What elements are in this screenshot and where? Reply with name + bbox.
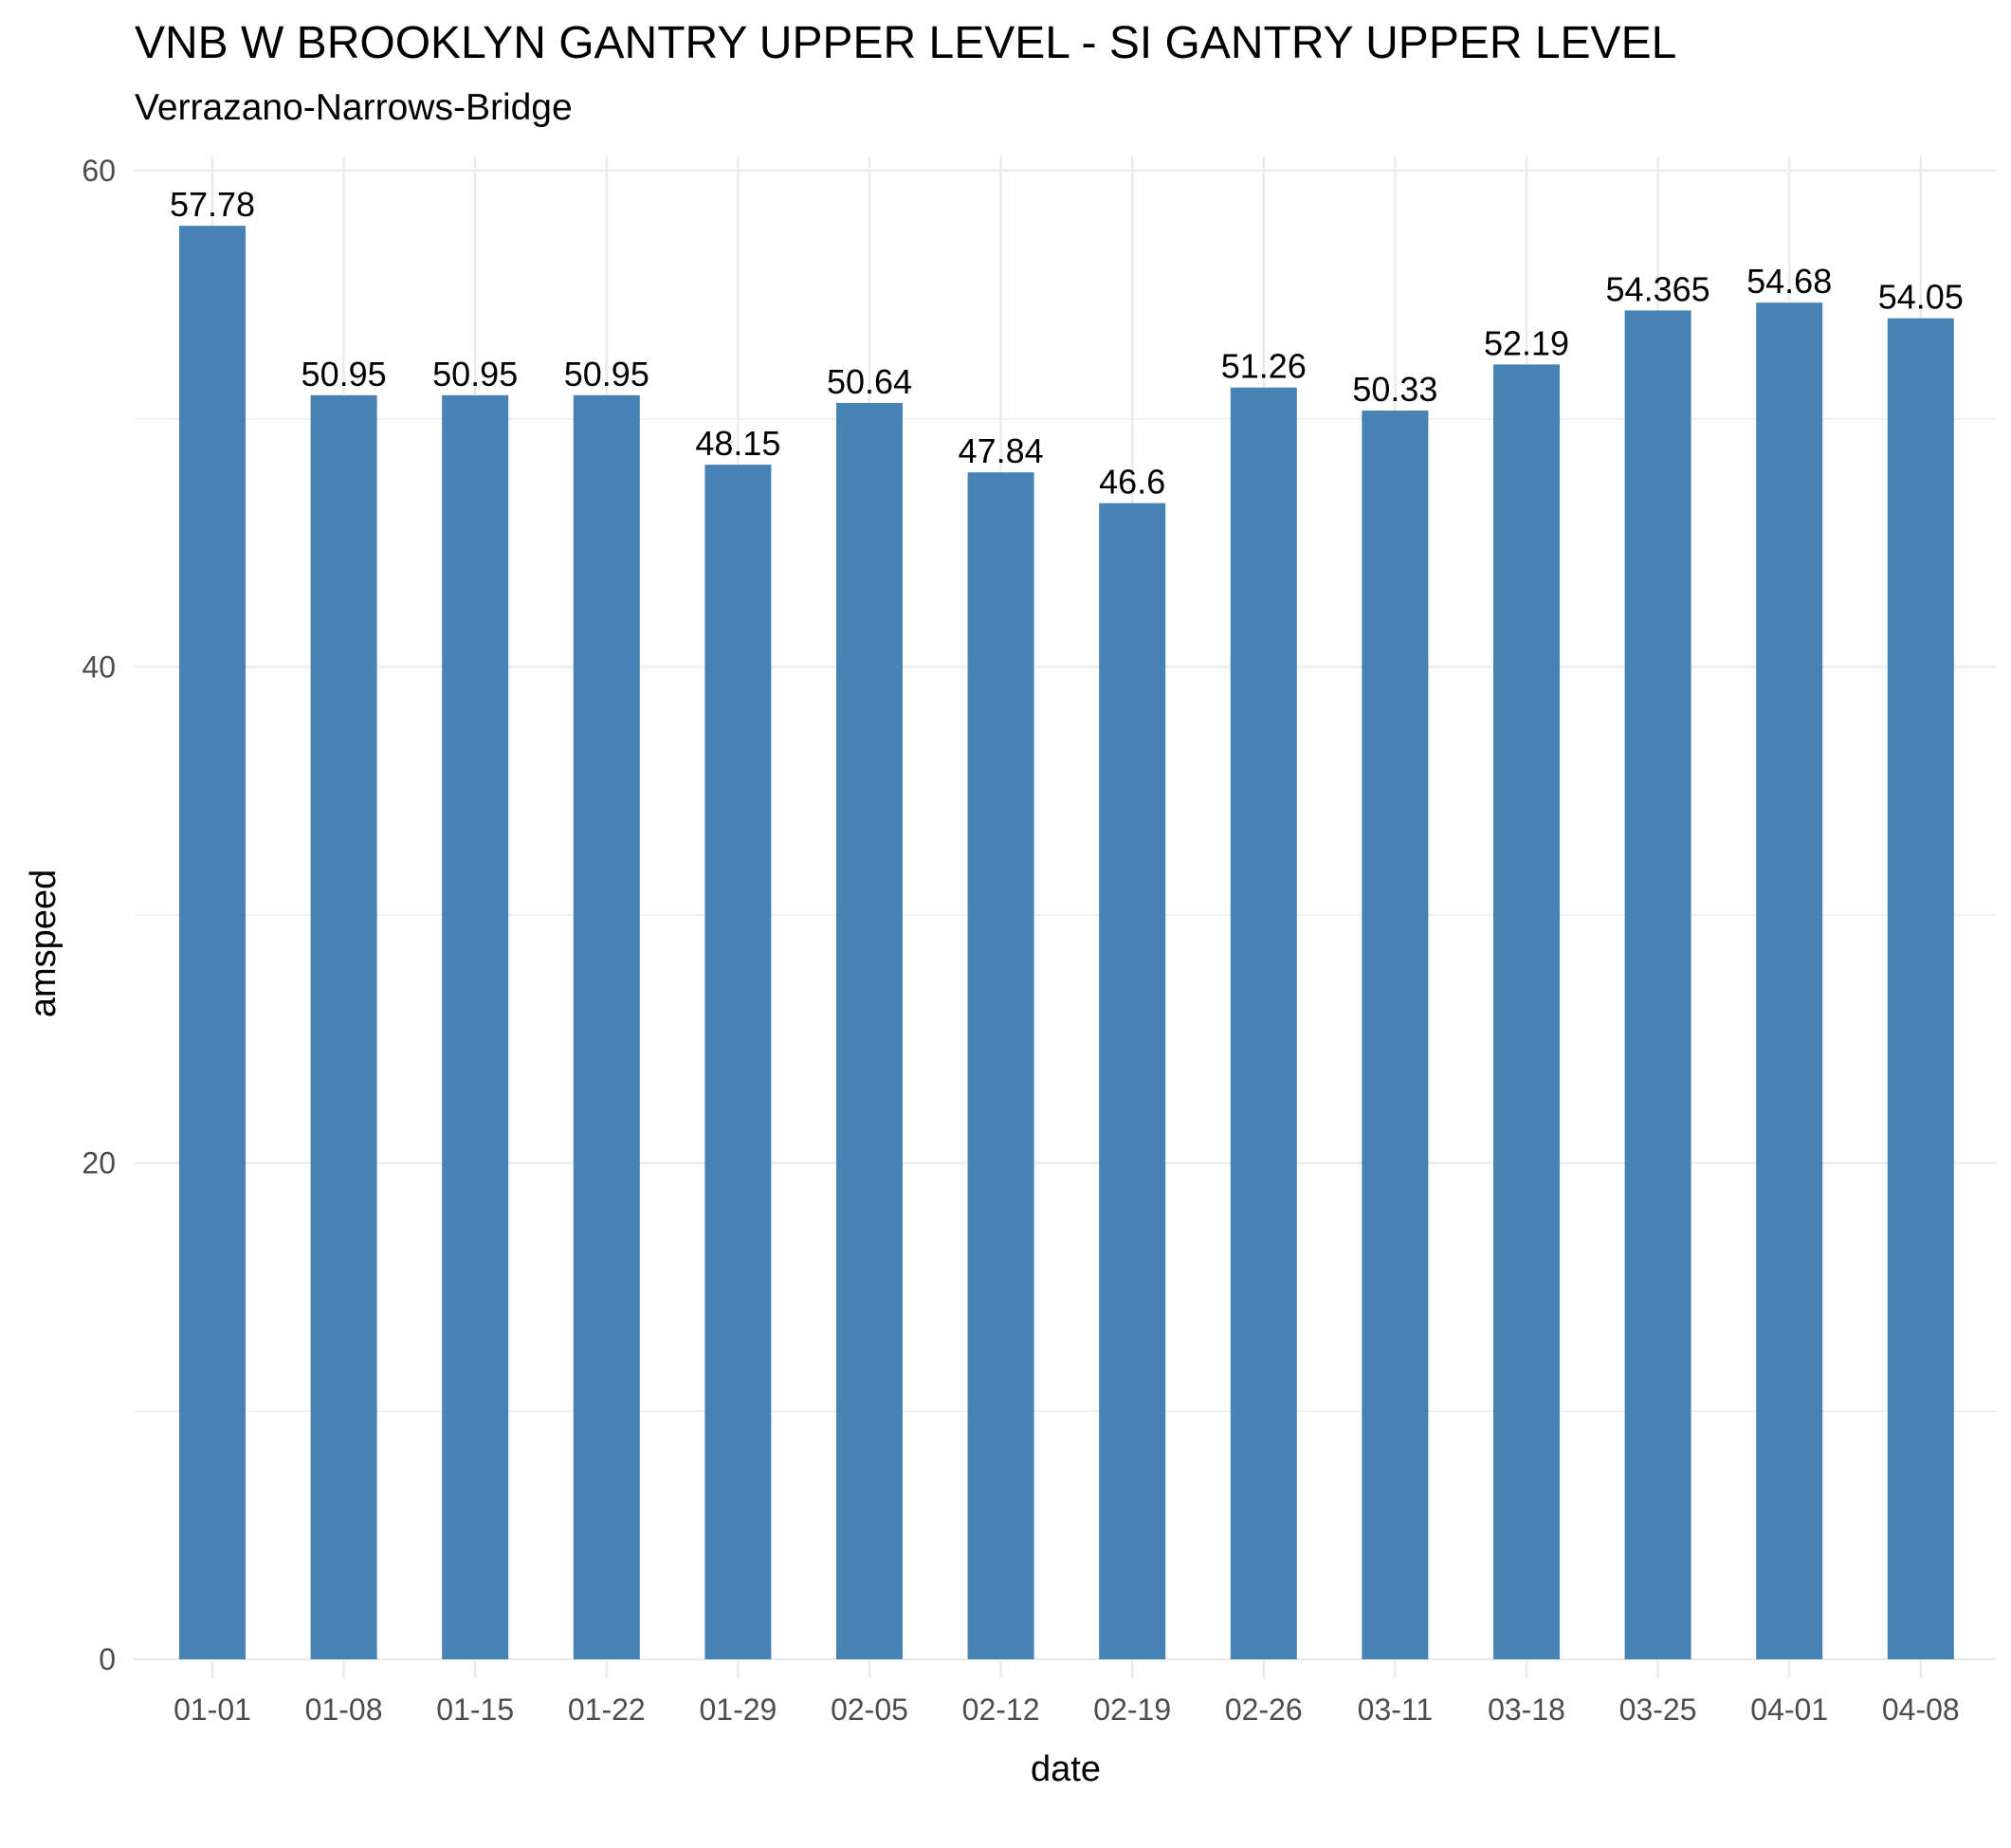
bar-value-labels: 57.78 50.95 50.95 50.95 48.15 50.64 47.84 46.6 5… [170,185,1964,502]
x-tick-label: 03-25 [1619,1692,1697,1727]
x-tick-label: 01-08 [305,1692,383,1727]
grid-lines [135,156,1997,1678]
bar-value-label: 48.15 [695,424,780,463]
bar-value-label: 46.6 [1099,463,1165,502]
bar-value-label: 50.33 [1352,370,1437,409]
bar [179,226,246,1660]
bar [1493,364,1560,1659]
bar-value-label: 54.365 [1606,269,1710,308]
bar-value-label: 50.95 [302,355,387,393]
x-tick-label: 04-08 [1882,1692,1960,1727]
x-tick-label: 01-22 [568,1692,646,1727]
y-tick-labels: 0 20 40 60 [82,154,116,1676]
bar [1230,387,1297,1659]
bar [836,402,903,1659]
y-axis-title: amspeed [24,869,64,1017]
bar-value-label: 54.05 [1878,278,1964,317]
y-tick-label: 60 [82,154,116,188]
bars [179,226,1954,1660]
bar [1362,411,1429,1659]
x-tick-label: 01-01 [174,1692,251,1727]
x-tick-label: 02-19 [1093,1692,1171,1727]
y-tick-label: 0 [99,1642,116,1676]
x-tick-labels: 01-01 01-08 01-15 01-22 01-29 02-05 02-12 02-19… [174,1692,1960,1727]
x-tick-label: 01-15 [436,1692,514,1727]
chart-subtitle: Verrazano-Narrows-Bridge [135,87,573,128]
bar-value-label: 50.64 [827,362,912,401]
x-tick-label: 02-05 [831,1692,908,1727]
x-tick-label: 02-26 [1225,1692,1303,1727]
y-tick-label: 20 [82,1146,116,1180]
x-tick-label: 01-29 [699,1692,777,1727]
bar [573,394,640,1659]
chart-title: VNB W BROOKLYN GANTRY UPPER LEVEL - SI G… [135,18,1677,68]
bar [1756,302,1823,1659]
bar [967,472,1034,1660]
x-tick-label: 04-01 [1750,1692,1828,1727]
bar-value-label: 57.78 [170,185,255,224]
bar-value-label: 50.95 [564,355,649,393]
bar-value-label: 47.84 [959,431,1044,470]
x-tick-label: 02-12 [962,1692,1040,1727]
bar-value-label: 51.26 [1221,347,1307,386]
bar-value-label: 50.95 [432,355,518,393]
x-tick-label: 03-11 [1358,1692,1433,1727]
bar [1099,503,1166,1660]
bar-value-label: 52.19 [1484,323,1569,362]
x-tick-label: 03-18 [1488,1692,1565,1727]
x-axis-title: date [1031,1749,1101,1789]
bar [310,394,377,1659]
y-tick-label: 40 [82,650,116,684]
bar [442,394,509,1659]
bar [1887,318,1954,1660]
bar [704,465,772,1660]
bar-value-label: 54.68 [1746,262,1832,301]
bar [1624,310,1691,1659]
